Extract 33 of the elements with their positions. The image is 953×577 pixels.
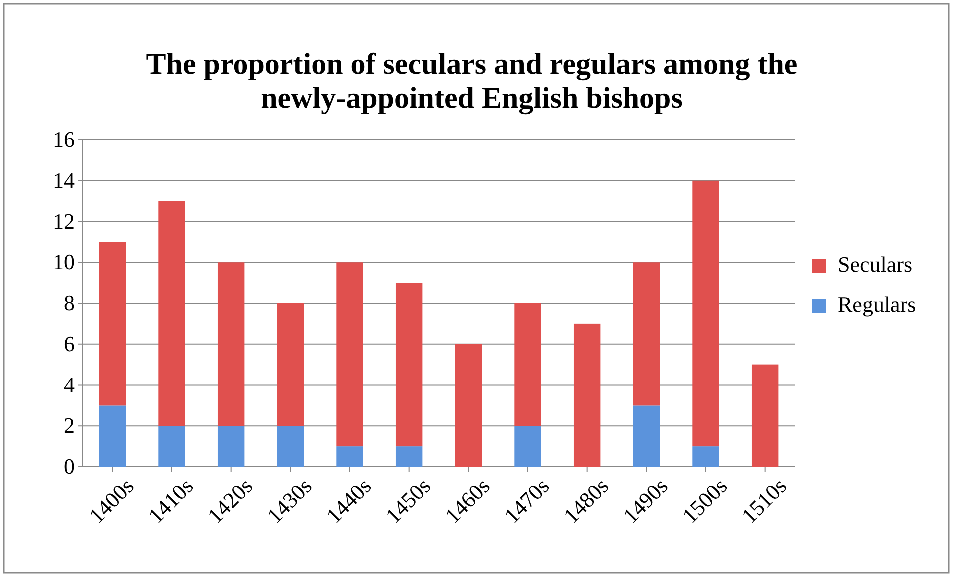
bar: [692, 180, 720, 447]
bar: [396, 283, 423, 447]
y-tick-label: 14: [53, 168, 75, 193]
bar: [692, 446, 720, 467]
bar: [752, 364, 779, 467]
bar: [633, 262, 660, 406]
bar: [99, 406, 126, 467]
legend-label: Seculars: [838, 252, 913, 277]
y-tick-label: 6: [64, 331, 75, 356]
chart-title: The proportion of seculars and regulars among the newly-appointed English bishops: [146, 48, 798, 115]
bar: [218, 262, 245, 426]
legend-label: Regulars: [838, 292, 916, 317]
bar: [455, 344, 482, 467]
bar: [218, 426, 245, 467]
bar: [336, 262, 364, 447]
y-tick-label: 12: [53, 208, 75, 234]
bar: [158, 426, 186, 467]
bar: [514, 426, 542, 467]
bar: [277, 426, 304, 467]
bar: [277, 304, 304, 426]
bar: [396, 446, 423, 467]
bar: [633, 406, 660, 467]
y-tick-label: 4: [64, 372, 75, 398]
bar: [158, 201, 186, 426]
bar: [514, 304, 542, 426]
y-tick-label: 0: [64, 454, 75, 480]
y-tick-label: 2: [64, 413, 75, 438]
bar: [574, 324, 601, 467]
y-tick-label: 10: [53, 250, 75, 275]
bar: [336, 446, 364, 467]
bar: [99, 242, 126, 406]
y-tick-label: 16: [53, 127, 75, 152]
y-tick-label: 8: [64, 290, 75, 316]
